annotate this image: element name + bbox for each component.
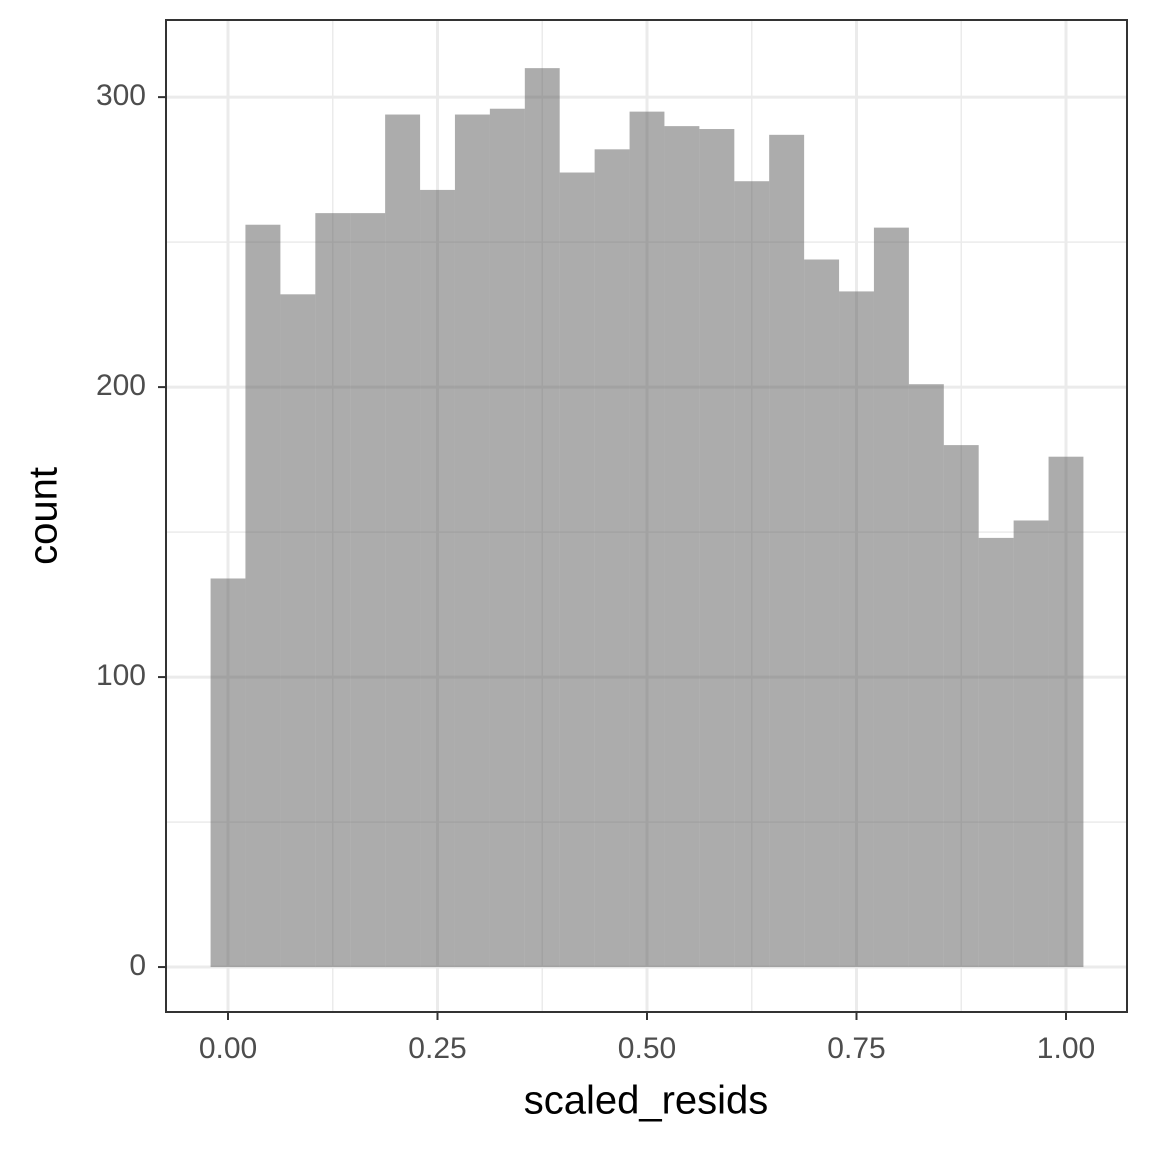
x-tick-label: 1.00 bbox=[1037, 1032, 1095, 1065]
y-tick-label: 100 bbox=[96, 659, 146, 692]
bar bbox=[908, 384, 944, 968]
bar bbox=[385, 114, 421, 968]
bar bbox=[873, 227, 909, 968]
bar bbox=[943, 445, 979, 968]
y-axis-title: count bbox=[22, 467, 66, 565]
bar bbox=[664, 126, 700, 968]
bar bbox=[559, 172, 595, 968]
x-axis-title: scaled_resids bbox=[524, 1079, 769, 1123]
bar bbox=[245, 224, 281, 968]
y-tick-label: 0 bbox=[129, 949, 146, 982]
bar bbox=[420, 189, 455, 968]
bar bbox=[489, 108, 525, 968]
bar bbox=[1013, 520, 1049, 968]
bar bbox=[769, 134, 805, 968]
bar bbox=[280, 294, 316, 968]
x-tick-label: 0.50 bbox=[618, 1032, 676, 1065]
bar bbox=[804, 259, 840, 968]
bar bbox=[454, 114, 490, 968]
bar bbox=[629, 111, 665, 968]
bar bbox=[315, 213, 351, 968]
plot-area: 0.00 0.25 0.50 0.75 1.00 0 100 200 300 bbox=[96, 19, 1128, 1065]
bar bbox=[350, 213, 386, 968]
x-tick-label: 0.25 bbox=[408, 1032, 466, 1065]
bar bbox=[524, 68, 560, 968]
bar bbox=[734, 181, 770, 968]
y-tick-label: 200 bbox=[96, 369, 146, 402]
y-tick-label: 300 bbox=[96, 79, 146, 112]
bar bbox=[699, 129, 735, 968]
bar bbox=[1048, 456, 1084, 968]
bar bbox=[978, 537, 1014, 968]
x-tick-label: 0.00 bbox=[199, 1032, 257, 1065]
bar bbox=[210, 578, 246, 968]
x-tick-label: 0.75 bbox=[827, 1032, 885, 1065]
bar bbox=[839, 291, 874, 968]
bar bbox=[594, 149, 630, 968]
